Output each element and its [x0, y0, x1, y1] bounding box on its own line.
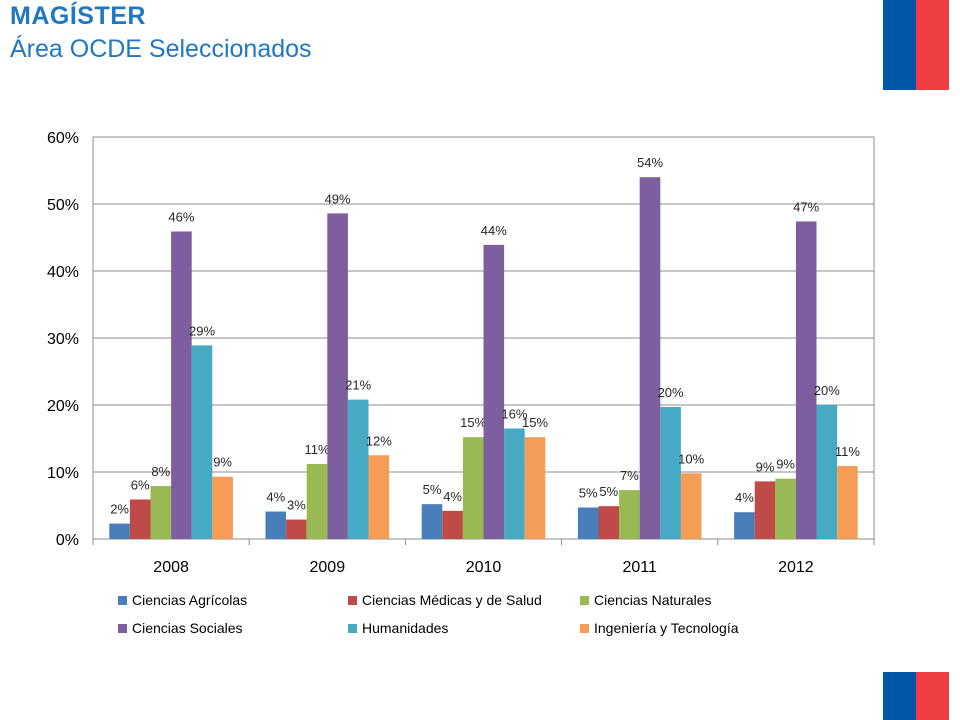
legend-label: Ingeniería y Tecnología	[594, 620, 739, 636]
bar	[421, 504, 443, 539]
legend-swatch	[580, 595, 589, 605]
data-label: 29%	[189, 323, 215, 338]
bar	[191, 345, 213, 539]
legend-swatch	[118, 623, 127, 633]
data-label: 54%	[637, 155, 663, 170]
x-tick-label: 2011	[622, 559, 657, 576]
data-label: 15%	[460, 415, 486, 430]
data-label: 4%	[443, 489, 462, 504]
bar	[837, 465, 858, 539]
data-label: 46%	[168, 209, 194, 224]
legend-item: Ciencias Agrícolas	[118, 592, 247, 608]
bar	[680, 473, 702, 539]
data-label: 16%	[501, 406, 527, 421]
bar	[754, 481, 776, 539]
bar	[795, 221, 817, 540]
legend-swatch	[580, 623, 589, 633]
data-label: 5%	[579, 486, 598, 501]
flag-blue-stripe	[883, 0, 916, 90]
legend-item: Ciencias Sociales	[118, 620, 243, 636]
flag-red-stripe	[916, 672, 949, 720]
flag-red-stripe	[916, 0, 949, 90]
legend-item: Ciencias Médicas y de Salud	[348, 592, 542, 608]
legend-label: Ciencias Sociales	[132, 620, 243, 636]
bar	[347, 399, 369, 539]
bar	[129, 499, 151, 539]
data-label: 15%	[522, 415, 548, 430]
y-tick-label: 60%	[47, 130, 79, 147]
data-label: 47%	[793, 199, 819, 214]
y-tick-label: 40%	[47, 264, 79, 281]
bar	[265, 511, 287, 539]
bar	[306, 463, 328, 539]
bar	[286, 519, 307, 539]
data-label: 21%	[345, 378, 371, 393]
bar	[368, 455, 390, 539]
y-tick-label: 50%	[47, 197, 79, 214]
x-tick-label: 2009	[310, 559, 346, 576]
bar	[598, 506, 620, 539]
bar	[212, 476, 233, 539]
data-label: 10%	[678, 451, 704, 466]
data-label: 2%	[110, 502, 129, 517]
y-tick-label: 10%	[47, 465, 79, 482]
y-tick-label: 30%	[47, 331, 79, 348]
data-label: 20%	[658, 385, 684, 400]
bar	[619, 490, 640, 539]
bar	[577, 507, 599, 539]
data-label: 11%	[835, 444, 860, 459]
data-label: 49%	[325, 191, 351, 206]
legend-label: Ciencias Agrícolas	[132, 592, 248, 608]
data-label: 9%	[213, 455, 232, 470]
legend-label: Ciencias Naturales	[594, 592, 712, 608]
page-title: MAGÍSTER	[10, 2, 146, 30]
data-label: 8%	[151, 464, 170, 479]
flag-blue-stripe	[883, 672, 916, 720]
y-tick-label: 20%	[47, 398, 79, 415]
data-label: 7%	[620, 468, 639, 483]
bar	[660, 407, 681, 539]
data-label: 5%	[423, 482, 442, 497]
bar	[524, 437, 546, 539]
legend-label: Humanidades	[362, 620, 449, 636]
flag-logo-top	[883, 0, 949, 90]
data-label: 9%	[776, 457, 795, 472]
data-label: 4%	[266, 490, 285, 505]
data-label: 4%	[735, 490, 754, 505]
bar	[639, 177, 661, 539]
bar	[816, 405, 838, 539]
data-label: 9%	[756, 459, 775, 474]
x-tick-label: 2012	[778, 559, 814, 576]
bar	[327, 213, 348, 539]
y-tick-label: 0%	[56, 532, 79, 549]
bar	[109, 523, 130, 539]
data-label: 6%	[131, 477, 150, 492]
data-label: 12%	[366, 433, 392, 448]
data-label: 11%	[304, 442, 329, 457]
page-subtitle: Área OCDE Seleccionados	[10, 35, 312, 63]
data-label: 5%	[599, 484, 618, 499]
bar	[171, 231, 192, 539]
legend-swatch	[348, 623, 357, 633]
bar	[504, 428, 525, 539]
x-tick-label: 2008	[153, 559, 189, 576]
data-label: 3%	[287, 498, 306, 513]
bar	[483, 244, 505, 539]
flag-logo-bottom	[883, 672, 949, 720]
data-label: 44%	[481, 223, 507, 238]
x-tick-label: 2010	[466, 559, 502, 576]
bar	[775, 478, 796, 539]
legend-label: Ciencias Médicas y de Salud	[362, 592, 542, 608]
legend-item: Humanidades	[348, 620, 448, 636]
bar	[734, 512, 755, 539]
legend-swatch	[118, 595, 127, 605]
legend-item: Ciencias Naturales	[580, 592, 712, 608]
legend-item: Ingeniería y Tecnología	[580, 620, 739, 636]
bar	[442, 510, 463, 539]
legend-swatch	[348, 595, 357, 605]
bar	[150, 486, 172, 539]
data-label: 20%	[814, 383, 840, 398]
bar	[462, 437, 484, 539]
